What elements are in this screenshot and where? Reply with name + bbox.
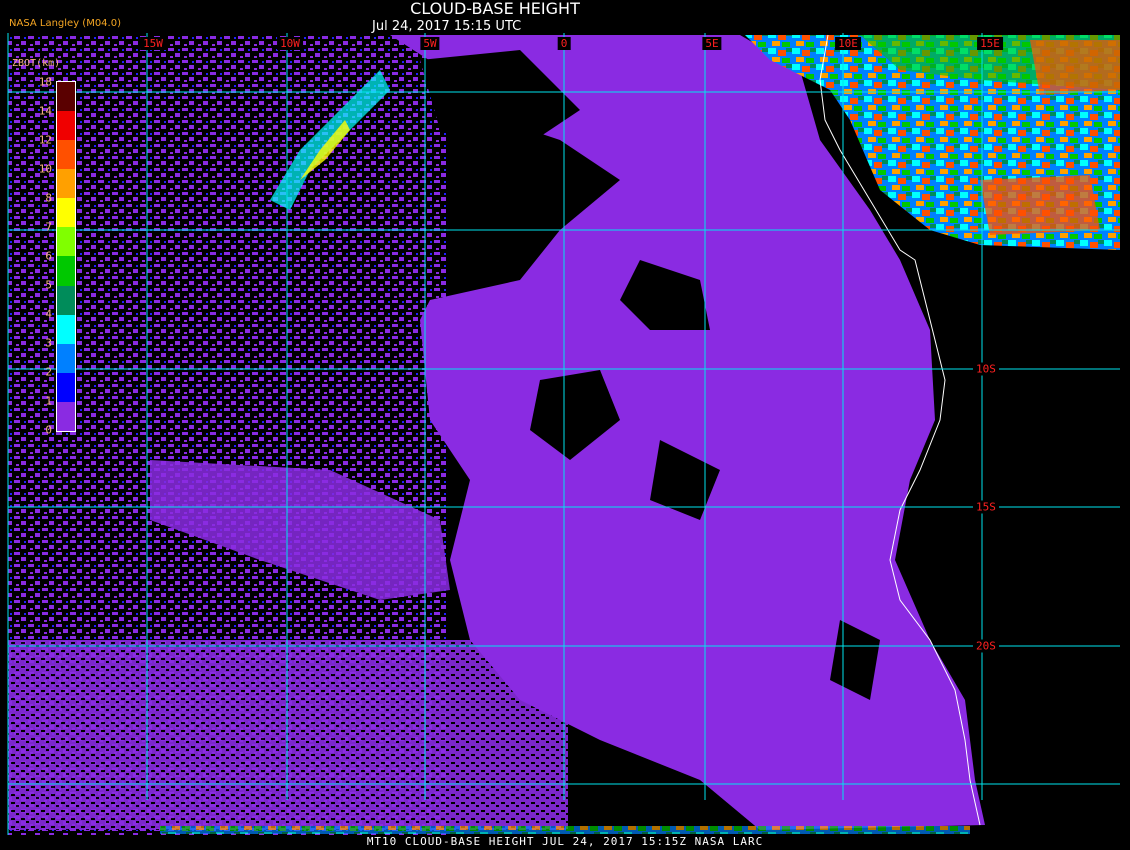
legend-swatch <box>57 314 75 344</box>
lon-label: 5E <box>702 37 722 50</box>
legend-swatch <box>57 285 75 315</box>
legend-swatch <box>57 111 75 141</box>
lat-label: 10S <box>973 362 999 376</box>
lon-label: 0 <box>557 37 571 50</box>
lon-label: 10W <box>277 37 303 50</box>
lat-label: 20S <box>973 639 999 653</box>
legend-swatch <box>57 198 75 228</box>
coastline <box>819 34 981 826</box>
legend-tick: 0 <box>45 423 52 437</box>
map-timestamp: Jul 24, 2017 15:15 UTC <box>372 19 522 34</box>
legend-tick: 10 <box>38 162 52 176</box>
credit-label: NASA Langley (M04.0) <box>9 18 121 29</box>
legend-swatch <box>57 343 75 373</box>
legend-swatch <box>57 82 75 112</box>
lat-lon-grid <box>7 33 1120 835</box>
legend-tick: 14 <box>38 104 52 118</box>
footer-caption: MT10 CLOUD-BASE HEIGHT JUL 24, 2017 15:1… <box>366 835 764 848</box>
legend-swatch <box>57 140 75 170</box>
legend-tick: 12 <box>38 133 52 147</box>
legend-tick: 2 <box>45 365 52 379</box>
legend-title: ZBOT(km) <box>12 58 61 69</box>
legend-tick: 18 <box>38 75 52 89</box>
legend-swatch <box>57 372 75 402</box>
legend-tick: 1 <box>45 394 52 408</box>
lat-label: 15S <box>973 500 999 514</box>
legend-swatch <box>57 401 75 431</box>
lon-label: 15E <box>977 37 1003 50</box>
legend-swatch <box>57 169 75 199</box>
lon-label: 5W <box>420 37 440 50</box>
map-title: CLOUD-BASE HEIGHT <box>0 0 1130 18</box>
legend-swatch <box>57 256 75 286</box>
lon-label: 10E <box>835 37 861 50</box>
title-text: CLOUD-BASE HEIGHT <box>410 0 580 18</box>
color-scale-bar <box>56 81 76 432</box>
legend-tick: 5 <box>45 278 52 292</box>
legend-tick: 7 <box>45 220 52 234</box>
legend-tick: 3 <box>45 336 52 350</box>
legend-tick: 8 <box>45 191 52 205</box>
lon-label: 15W <box>140 37 166 50</box>
legend-swatch <box>57 227 75 257</box>
legend-tick: 6 <box>45 249 52 263</box>
legend-tick: 4 <box>45 307 52 321</box>
